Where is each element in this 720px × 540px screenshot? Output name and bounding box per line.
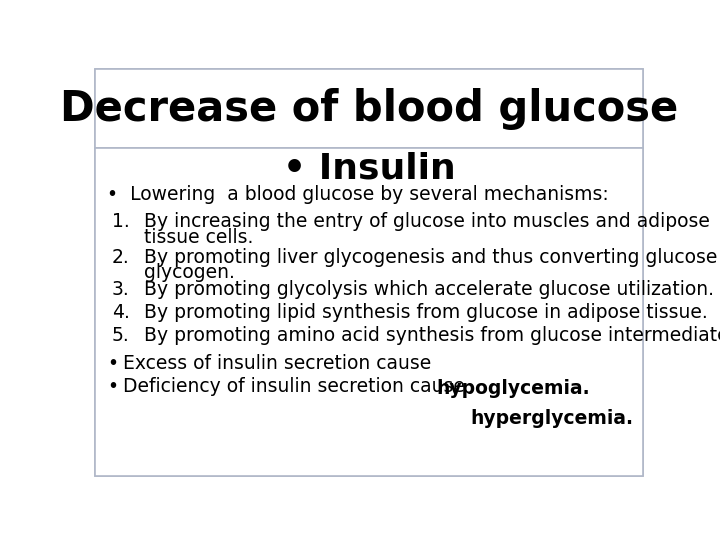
Text: Excess of insulin secretion cause: Excess of insulin secretion cause bbox=[122, 354, 437, 373]
Text: hyperglycemia.: hyperglycemia. bbox=[470, 408, 634, 428]
Text: By promoting lipid synthesis from glucose in adipose tissue.: By promoting lipid synthesis from glucos… bbox=[144, 303, 708, 322]
Text: Decrease of blood glucose: Decrease of blood glucose bbox=[60, 87, 678, 130]
Text: •: • bbox=[107, 354, 118, 373]
Text: •  Lowering  a blood glucose by several mechanisms:: • Lowering a blood glucose by several me… bbox=[107, 185, 609, 204]
Text: glycogen.: glycogen. bbox=[144, 263, 235, 282]
FancyBboxPatch shape bbox=[94, 70, 644, 148]
Text: By promoting liver glycogenesis and thus converting glucose to: By promoting liver glycogenesis and thus… bbox=[144, 248, 720, 267]
Text: By promoting glycolysis which accelerate glucose utilization.: By promoting glycolysis which accelerate… bbox=[144, 280, 714, 299]
Text: tissue cells.: tissue cells. bbox=[144, 228, 253, 247]
Text: hypoglycemia.: hypoglycemia. bbox=[437, 379, 590, 397]
Text: 5.: 5. bbox=[112, 326, 130, 346]
Text: By promoting amino acid synthesis from glucose intermediates.: By promoting amino acid synthesis from g… bbox=[144, 326, 720, 346]
FancyBboxPatch shape bbox=[94, 70, 644, 476]
Text: 2.: 2. bbox=[112, 248, 130, 267]
Text: 4.: 4. bbox=[112, 303, 130, 322]
Text: • Insulin: • Insulin bbox=[283, 152, 455, 186]
Text: •: • bbox=[107, 377, 118, 396]
Text: 1.: 1. bbox=[112, 212, 130, 231]
FancyBboxPatch shape bbox=[94, 148, 644, 476]
Text: By increasing the entry of glucose into muscles and adipose: By increasing the entry of glucose into … bbox=[144, 212, 710, 231]
Text: Deficiency of insulin secretion cause: Deficiency of insulin secretion cause bbox=[122, 377, 470, 396]
Text: 3.: 3. bbox=[112, 280, 130, 299]
